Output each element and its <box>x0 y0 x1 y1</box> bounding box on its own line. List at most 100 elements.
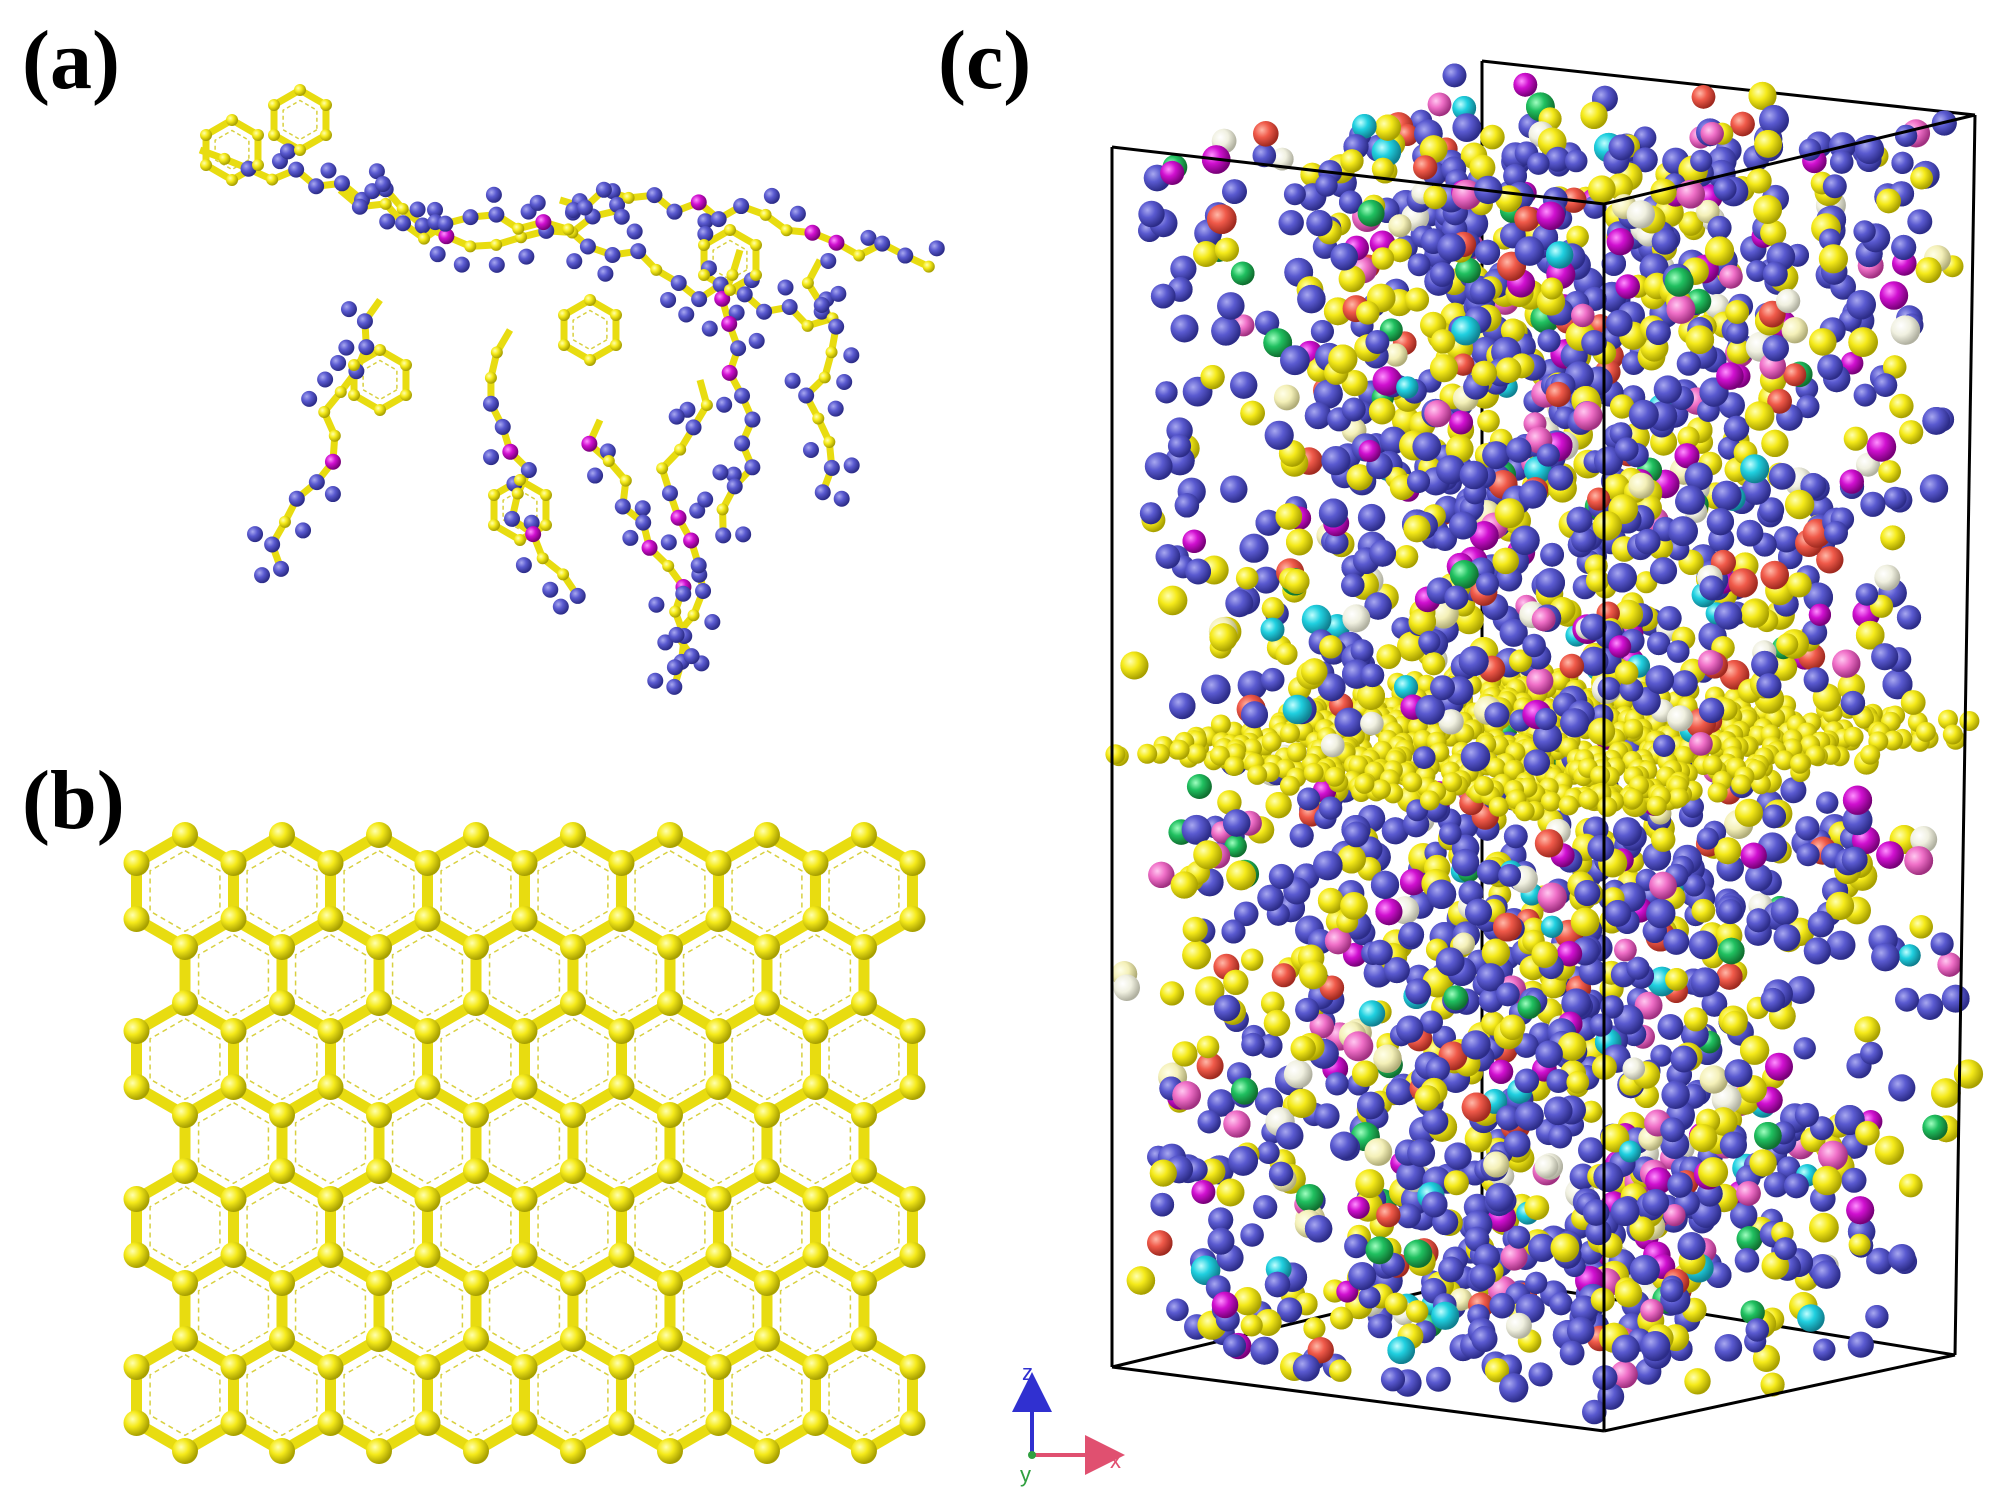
atom <box>635 514 652 531</box>
atom <box>268 129 281 141</box>
atom-sphere <box>1898 1173 1923 1198</box>
atom-sphere <box>1651 228 1678 255</box>
atom-sphere <box>1223 969 1249 995</box>
atom-sphere <box>1880 525 1906 551</box>
atom-sphere <box>1853 220 1876 243</box>
carbon-atom <box>414 850 441 876</box>
atom-sphere <box>1513 72 1538 97</box>
carbon-atom <box>802 1074 829 1100</box>
atom-sphere <box>1492 547 1519 575</box>
panel-b-graphene <box>123 822 926 1464</box>
atom-sphere <box>1240 400 1265 426</box>
atom-sphere <box>1217 292 1245 320</box>
atom <box>827 400 844 417</box>
atom-sphere <box>1286 742 1307 763</box>
carbon-atom <box>365 1102 392 1128</box>
ring-inner <box>502 489 538 531</box>
atom-sphere <box>1865 1305 1889 1329</box>
carbon-atom <box>462 1270 489 1296</box>
atom <box>462 209 479 226</box>
ring-inner <box>149 1017 221 1101</box>
atom-sphere <box>1847 1331 1874 1358</box>
atom-sphere <box>1451 316 1481 346</box>
atom-sphere <box>1286 528 1313 556</box>
atom <box>438 228 455 245</box>
atom-sphere <box>1745 1318 1770 1342</box>
atom-sphere <box>1360 663 1385 688</box>
atom-sphere <box>1449 511 1478 540</box>
atom-sphere <box>1197 1110 1221 1134</box>
atom <box>922 260 935 273</box>
carbon-atom <box>559 1158 586 1184</box>
atom-sphere <box>1676 179 1705 209</box>
atom-sphere <box>1726 339 1752 364</box>
atom <box>818 371 831 384</box>
atom <box>399 359 412 371</box>
atom <box>657 634 674 651</box>
atom-sphere <box>1547 465 1574 491</box>
atom-sphere <box>1443 1170 1469 1196</box>
atom-sphere <box>1297 284 1326 314</box>
atom-sphere <box>1587 487 1611 511</box>
atom-sphere <box>1471 360 1497 386</box>
atom <box>660 291 677 308</box>
atom-sphere <box>1372 366 1402 396</box>
atom-sphere <box>1489 1059 1514 1084</box>
atom-sphere <box>1746 260 1769 282</box>
atom-sphere <box>1601 251 1627 276</box>
carbon-atom <box>365 1158 392 1184</box>
carbon-atom <box>802 1186 829 1212</box>
carbon-atom <box>753 934 780 960</box>
atom-sphere <box>1357 503 1386 532</box>
atom-sphere <box>1665 968 1688 991</box>
atom <box>777 279 794 296</box>
atom <box>514 534 526 546</box>
atom-sphere <box>1557 1032 1587 1061</box>
atom-sphere <box>1589 1013 1613 1037</box>
atom <box>622 529 639 546</box>
atom-sphere <box>1469 278 1496 305</box>
atom-sphere <box>1182 940 1211 970</box>
atom-sphere <box>1653 375 1682 404</box>
atom-sphere <box>1170 871 1198 899</box>
atom-sphere <box>1878 460 1901 483</box>
atom-sphere <box>1651 827 1676 852</box>
atom-sphere <box>1910 166 1933 190</box>
atom-sphere <box>1678 211 1704 236</box>
carbon-atom <box>559 934 586 960</box>
atom <box>464 240 477 253</box>
atom-sphere <box>1760 220 1787 246</box>
atom-sphere <box>1854 1016 1881 1043</box>
atom-sphere <box>1622 1057 1646 1080</box>
atom <box>490 346 503 359</box>
atom-sphere <box>1396 1160 1426 1191</box>
ring-inner <box>246 1017 318 1101</box>
atom-sphere <box>1280 723 1300 744</box>
atom <box>874 235 891 252</box>
carbon-atom <box>802 1410 829 1436</box>
atom <box>251 159 264 171</box>
atom <box>609 339 622 351</box>
atom-sphere <box>1855 620 1885 650</box>
atom-sphere <box>1193 840 1223 870</box>
atom-sphere <box>1840 690 1866 716</box>
atom-sphere <box>1421 1108 1449 1135</box>
ring-inner <box>828 1017 900 1101</box>
atom-sphere <box>1722 1010 1748 1036</box>
ring-inner <box>634 1353 706 1437</box>
carbon-atom <box>317 1018 344 1044</box>
atom-sphere <box>1741 475 1771 505</box>
atom <box>301 390 318 407</box>
atom-sphere <box>1689 1124 1718 1153</box>
atom-sphere <box>1421 1191 1448 1218</box>
atom-sphere <box>1546 1069 1571 1093</box>
atom-sphere <box>1736 1181 1761 1206</box>
atom-sphere <box>1275 503 1303 530</box>
atom-sphere <box>1907 209 1933 235</box>
atom-sphere <box>1803 937 1831 965</box>
atom <box>704 613 721 630</box>
atom-sphere <box>1348 755 1369 776</box>
atom-sphere <box>1297 787 1321 811</box>
carbon-atom <box>365 990 392 1016</box>
atom-sphere <box>1899 420 1924 445</box>
